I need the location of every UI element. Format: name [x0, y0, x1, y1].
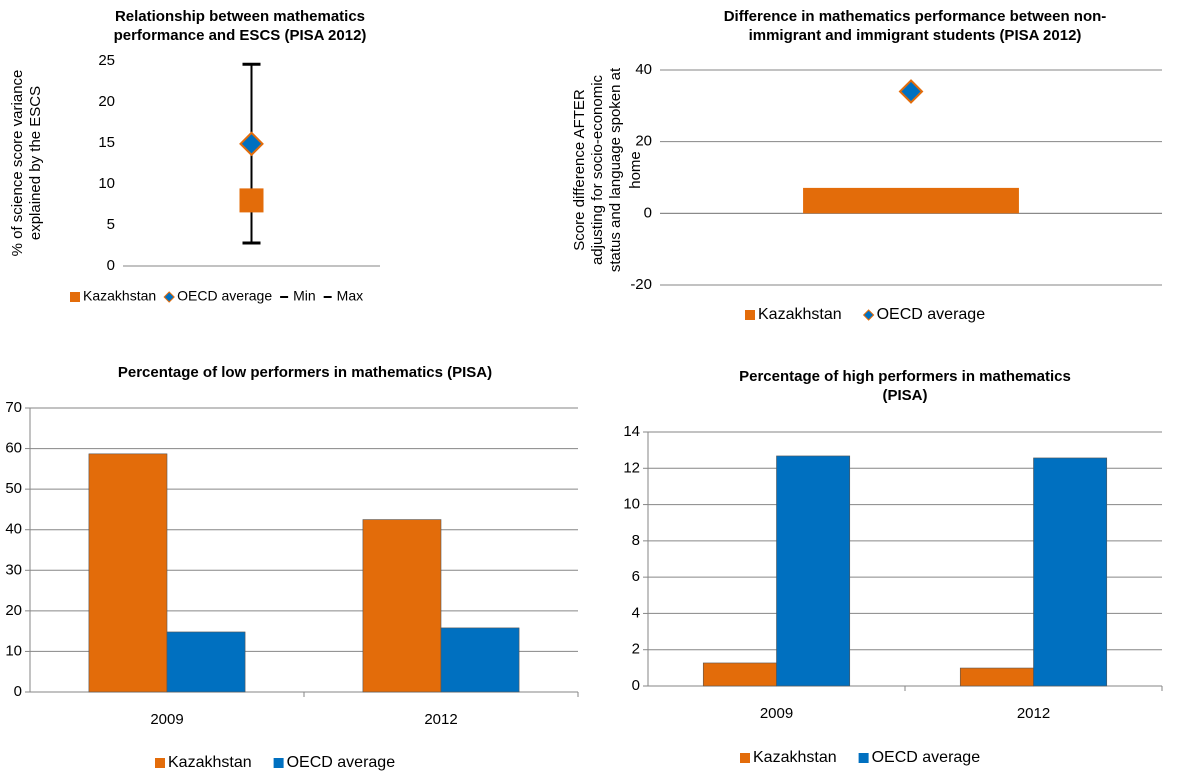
x-tick-label: 2009: [760, 705, 793, 722]
legend-swatch: [155, 758, 165, 768]
legend-label: Kazakhstan: [168, 754, 252, 771]
legend-label: Kazakhstan: [83, 288, 156, 304]
chart: Difference in mathematics performance be…: [571, 8, 1162, 323]
y-tick-label: 40: [5, 521, 22, 538]
legend-label: Kazakhstan: [753, 749, 837, 766]
y-tick-label: 70: [5, 399, 22, 416]
legend-swatch: [273, 758, 284, 768]
legend-swatch: [862, 309, 875, 321]
legend-item: OECD average: [273, 754, 396, 771]
y-tick-label: 10: [5, 642, 22, 659]
bar: [362, 519, 442, 693]
legend-label: Max: [337, 288, 363, 304]
y-tick-label: 0: [644, 204, 652, 221]
chart: Percentage of high performers in mathema…: [623, 368, 1163, 766]
y-tick-label: 4: [632, 604, 640, 621]
y-tick-label: 5: [107, 216, 115, 233]
y-tick-label: 14: [623, 423, 640, 440]
y-tick-label: 50: [5, 480, 22, 497]
chart-title: performance and ESCS (PISA 2012): [114, 27, 367, 44]
diamond-marker: [239, 131, 264, 157]
chart-title: (PISA): [883, 387, 928, 404]
y-tick-label: 20: [98, 93, 115, 110]
bar: [776, 455, 851, 687]
legend-label: OECD average: [287, 754, 396, 771]
legend-label: Kazakhstan: [758, 306, 842, 323]
chart: Percentage of low performers in mathemat…: [5, 364, 579, 771]
y-tick-label: 0: [14, 683, 22, 700]
legend-item: OECD average: [163, 288, 272, 304]
square-marker: [239, 188, 264, 213]
x-tick-label: 2009: [150, 711, 183, 728]
y-tick-label: 25: [98, 52, 115, 69]
y-tick-label: 2: [632, 641, 640, 658]
chart: Relationship between mathematics performa…: [9, 8, 380, 304]
y-tick-label: 10: [623, 496, 640, 513]
legend-swatch: [858, 753, 869, 763]
y-tick-label: 40: [635, 61, 652, 78]
legend-item: Kazakhstan: [155, 754, 252, 771]
y-tick-label: 20: [635, 133, 652, 150]
legend-item: OECD average: [862, 306, 986, 323]
chart-title: Relationship between mathematics: [115, 8, 365, 25]
bar: [166, 631, 246, 693]
bar: [803, 187, 1019, 214]
y-axis-label: status and language spoken at: [607, 67, 624, 272]
y-tick-label: 60: [5, 440, 22, 457]
bar: [702, 662, 777, 687]
y-axis-label: home: [627, 151, 644, 189]
legend-item: Kazakhstan: [740, 749, 837, 766]
y-tick-label: 15: [98, 134, 115, 151]
bar: [440, 627, 520, 693]
y-axis-label: Score difference AFTER: [571, 89, 588, 251]
legend-swatch: [163, 291, 175, 303]
chart-title: immigrant and immigrant students (PISA 2…: [749, 27, 1082, 44]
y-tick-label: 12: [623, 459, 640, 476]
x-tick-label: 2012: [1017, 705, 1050, 722]
chart-title: Percentage of high performers in mathema…: [739, 368, 1071, 385]
legend-item: Min: [280, 288, 316, 304]
bar: [88, 453, 168, 693]
x-tick-label: 2012: [424, 711, 457, 728]
diamond-marker: [898, 79, 924, 104]
y-tick-label: 0: [107, 257, 115, 274]
y-axis-label: adjusting for socio-economic: [589, 74, 606, 265]
bar: [1033, 457, 1108, 687]
y-axis-label: % of science score variance: [9, 70, 26, 257]
y-tick-label: 20: [5, 602, 22, 619]
chart-title: Difference in mathematics performance be…: [724, 8, 1107, 25]
y-tick-label: 30: [5, 561, 22, 578]
legend-swatch: [745, 310, 755, 320]
y-axis-label: explained by the ESCS: [27, 86, 44, 240]
legend-item: Kazakhstan: [745, 306, 842, 323]
y-tick-label: 8: [632, 532, 640, 549]
legend-swatch: [740, 753, 750, 763]
legend-label: OECD average: [177, 288, 272, 304]
y-tick-label: 10: [98, 175, 115, 192]
y-tick-label: 0: [632, 677, 640, 694]
legend-item: OECD average: [858, 749, 981, 766]
legend-item: Max: [323, 288, 363, 304]
chart-title: Percentage of low performers in mathemat…: [118, 364, 492, 381]
bar: [959, 667, 1034, 687]
legend-label: Min: [293, 288, 316, 304]
y-tick-label: -20: [630, 276, 652, 293]
legend-label: OECD average: [877, 306, 986, 323]
y-tick-label: 6: [632, 568, 640, 585]
legend-swatch: [70, 292, 80, 302]
legend-item: Kazakhstan: [70, 288, 156, 304]
legend-label: OECD average: [872, 749, 981, 766]
